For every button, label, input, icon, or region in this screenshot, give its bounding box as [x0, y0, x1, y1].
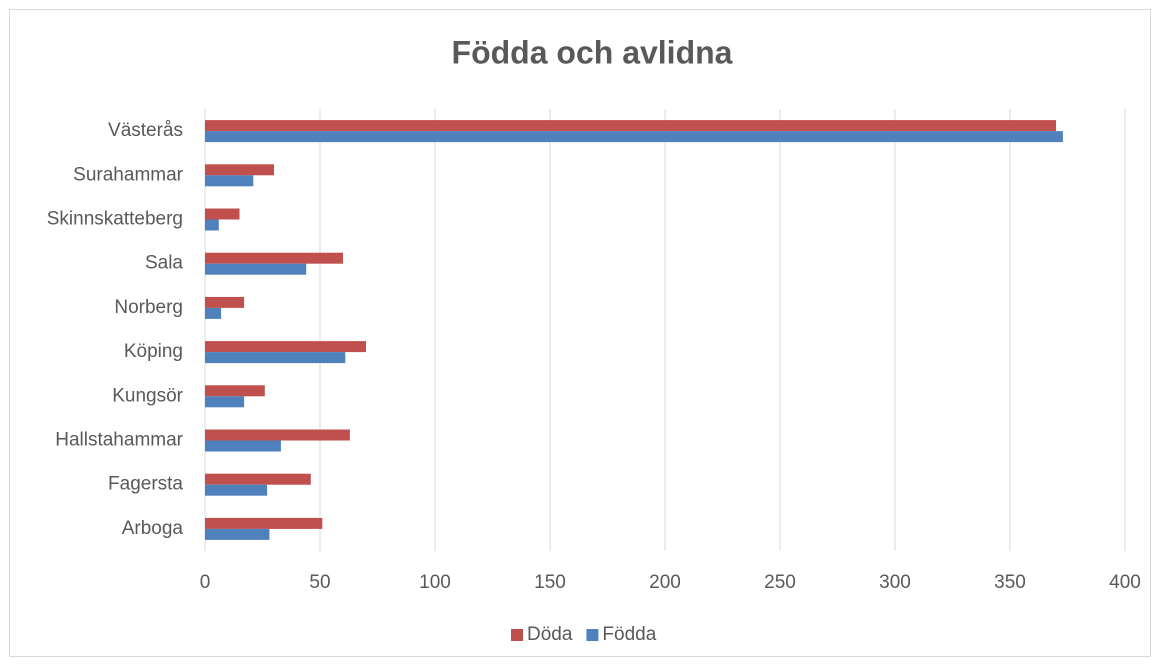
bar [205, 473, 311, 485]
bar [205, 385, 265, 397]
x-tick-label: 100 [419, 572, 451, 593]
bar [205, 528, 270, 540]
x-tick-label: 300 [879, 572, 911, 593]
x-tick-label: 350 [994, 572, 1026, 593]
x-tick-label: 50 [309, 572, 330, 593]
chart-title: Födda och avlidna [452, 34, 733, 70]
bar [205, 440, 281, 452]
bar [205, 175, 254, 187]
legend-swatch [586, 629, 599, 641]
y-tick-label: Hallstahammar [55, 430, 183, 451]
bar [205, 219, 219, 231]
y-tick-label: Skinnskatteberg [47, 209, 183, 230]
bar [205, 164, 274, 176]
bar [205, 341, 366, 353]
bar [205, 120, 1056, 132]
bar [205, 352, 346, 364]
legend-label: Döda [527, 624, 573, 645]
x-tick-label: 250 [764, 572, 796, 593]
bar [205, 484, 268, 496]
bar [205, 296, 245, 308]
bar [205, 307, 222, 319]
chart-border [9, 9, 1151, 657]
x-tick-label: 0 [200, 572, 211, 593]
y-tick-label: Kungsör [112, 385, 183, 406]
legend-swatch [511, 629, 523, 641]
y-tick-label: Sala [145, 253, 183, 274]
bar [205, 396, 245, 408]
legend-label: Födda [602, 624, 656, 645]
y-tick-label: Fagersta [108, 474, 183, 495]
x-tick-label: 200 [649, 572, 681, 593]
bar [205, 429, 350, 441]
bar [205, 131, 1063, 143]
y-tick-label: Köping [124, 341, 183, 362]
y-tick-label: Surahammar [73, 164, 183, 185]
bar [205, 517, 323, 529]
bar [205, 208, 240, 220]
y-tick-label: Arboga [122, 518, 184, 539]
y-tick-label: Västerås [108, 120, 183, 141]
bar [205, 252, 343, 264]
x-tick-label: 400 [1109, 572, 1141, 593]
y-tick-label: Norberg [114, 297, 183, 318]
bar [205, 263, 307, 275]
x-tick-label: 150 [534, 572, 566, 593]
